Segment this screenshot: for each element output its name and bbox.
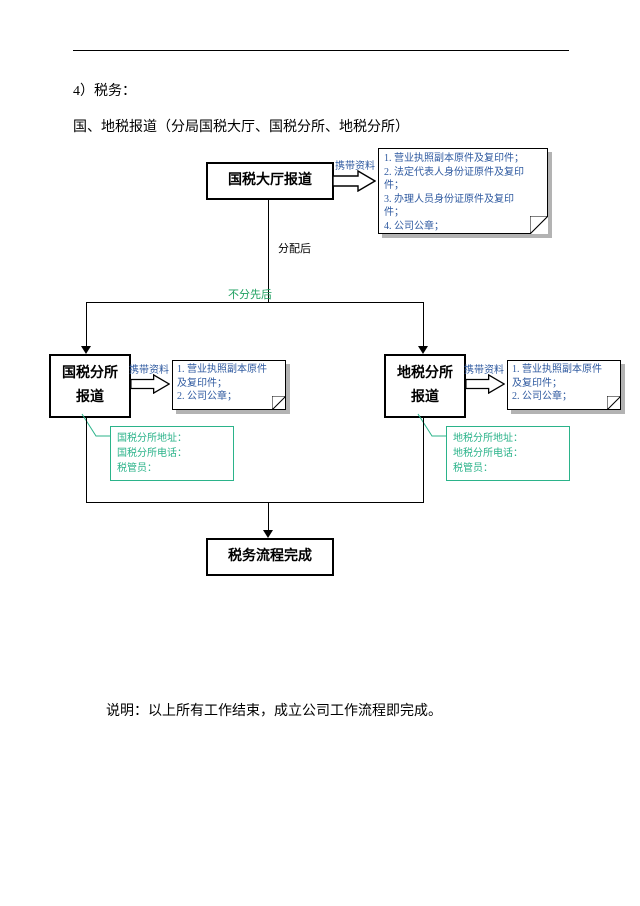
heading-section-number: 4）税务：: [73, 80, 136, 100]
connector-line: [423, 416, 424, 502]
node-end-label: 税务流程完成: [208, 545, 332, 569]
connector-line: [268, 502, 269, 532]
callout-left: 国税分所地址： 国税分所电话： 税管员：: [110, 426, 234, 481]
node-local-tax-branch: 地税分所 报道: [384, 354, 466, 418]
connector-line: [423, 302, 424, 348]
node-national-tax-hall-label: 国税大厅报道: [208, 169, 332, 193]
note-top-text: 1. 营业执照副本原件及复印件； 2. 法定代表人身份证原件及复印 件； 3. …: [384, 152, 544, 233]
arrowhead-down-icon: [81, 346, 91, 354]
connector-line: [86, 302, 424, 303]
note-left: 1. 营业执照副本原件 及复印件； 2. 公司公章；: [172, 360, 286, 410]
callout-tail-icon: [414, 412, 448, 438]
callout-tail-icon: [78, 412, 112, 438]
heading-subtitle: 国、地税报道（分局国税大厅、国税分所、地税分所）: [73, 116, 409, 136]
page: 4）税务： 国、地税报道（分局国税大厅、国税分所、地税分所） 国税大厅报道 携带…: [0, 0, 640, 906]
connector-line: [86, 302, 87, 348]
arrow-open-icon: [465, 374, 505, 394]
carry-label-right: 携带资料: [464, 361, 504, 376]
arrow-open-icon: [130, 374, 170, 394]
note-top: 1. 营业执照副本原件及复印件； 2. 法定代表人身份证原件及复印 件； 3. …: [378, 148, 548, 234]
node-left-line1: 国税分所: [51, 362, 129, 386]
callout-right: 地税分所地址： 地税分所电话： 税管员：: [446, 426, 570, 481]
carry-label-left: 携带资料: [129, 361, 169, 376]
label-after-assign: 分配后: [278, 240, 311, 256]
node-national-tax-hall: 国税大厅报道: [206, 162, 334, 200]
node-left-line2: 报道: [51, 386, 129, 410]
node-right-line2: 报道: [386, 386, 464, 410]
node-national-tax-branch: 国税分所 报道: [49, 354, 131, 418]
arrowhead-down-icon: [263, 530, 273, 538]
node-right-line1: 地税分所: [386, 362, 464, 386]
arrowhead-down-icon: [418, 346, 428, 354]
connector-line: [86, 502, 424, 503]
note-left-text: 1. 营业执照副本原件 及复印件； 2. 公司公章；: [177, 363, 281, 404]
arrow-open-icon: [332, 170, 376, 192]
node-end: 税务流程完成: [206, 538, 334, 576]
footnote: 说明：以上所有工作结束，成立公司工作流程即完成。: [106, 700, 442, 720]
note-right: 1. 营业执照副本原件 及复印件； 2. 公司公章；: [507, 360, 621, 410]
carry-label-top: 携带资料: [335, 157, 375, 172]
label-no-order: 不分先后: [228, 286, 272, 302]
note-right-text: 1. 营业执照副本原件 及复印件； 2. 公司公章；: [512, 363, 616, 404]
top-rule: [73, 50, 569, 51]
connector-line: [86, 416, 87, 502]
